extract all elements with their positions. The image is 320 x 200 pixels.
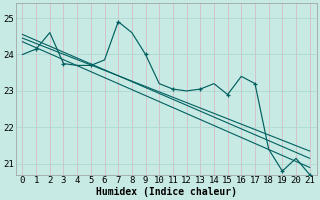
X-axis label: Humidex (Indice chaleur): Humidex (Indice chaleur) bbox=[96, 186, 236, 197]
